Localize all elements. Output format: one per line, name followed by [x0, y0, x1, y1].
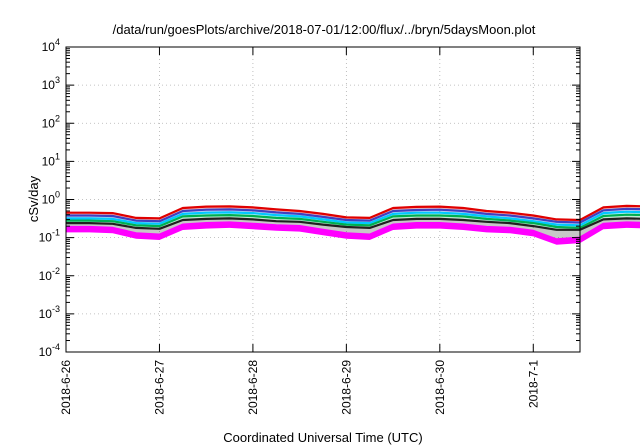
- y-tick-label: 10-4: [39, 342, 60, 359]
- series-band: [66, 218, 640, 240]
- y-tick-label: 10-3: [39, 304, 60, 321]
- y-tick-label: 10-1: [39, 228, 60, 245]
- series-line: [66, 204, 640, 222]
- x-tick-label: 2018-6-27: [152, 360, 166, 415]
- series-line: [66, 221, 640, 241]
- chart-title: /data/run/goesPlots/archive/2018-07-01/1…: [113, 22, 536, 37]
- y-tick-label: 103: [42, 75, 60, 92]
- grid: [66, 47, 580, 352]
- y-tick-label: 100: [42, 190, 60, 207]
- series-line: [66, 217, 640, 231]
- x-tick-label: 2018-6-30: [433, 360, 447, 415]
- x-axis: 2018-6-26 2018-6-27 2018-6-28 2018-6-29 2018…: [59, 47, 540, 415]
- x-tick-label: 2018-7-1: [526, 360, 540, 408]
- series-line: [66, 207, 640, 224]
- y-axis-label: cSv/day: [26, 175, 41, 222]
- series-line: [66, 210, 640, 227]
- series-line: [66, 213, 640, 229]
- x-axis-label: Coordinated Universal Time (UTC): [223, 430, 422, 445]
- y-tick-label: 104: [42, 37, 60, 54]
- y-tick-label: 101: [42, 151, 60, 168]
- y-tick-label: 10-2: [39, 266, 60, 283]
- x-tick-label: 2018-6-26: [59, 360, 73, 415]
- x-tick-label: 2018-6-29: [339, 360, 353, 415]
- series-layer: [66, 204, 640, 245]
- y-tick-label: 102: [42, 113, 60, 130]
- x-tick-label: 2018-6-28: [246, 360, 260, 415]
